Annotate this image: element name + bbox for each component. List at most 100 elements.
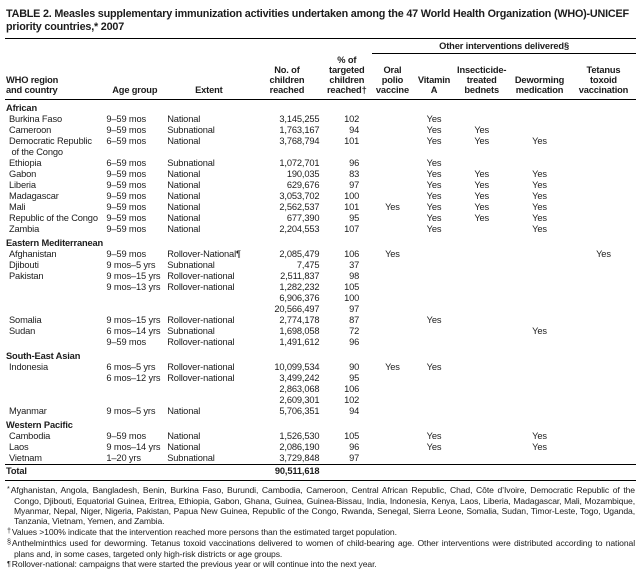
children-reached-cell: 2,863,068 (279, 383, 320, 394)
extent-cell: Rollover-national (167, 372, 235, 383)
table-row: 6,906,376 100 (5, 293, 636, 304)
col-header-vitamin-a: Vitamin A (412, 53, 456, 100)
deworming-cell: Yes (532, 325, 547, 336)
bednets-cell (455, 282, 508, 293)
vitamin-a-cell: Yes (426, 190, 442, 201)
oral-polio-vaccine-cell (372, 169, 413, 180)
deworming-cell (508, 282, 571, 293)
table-row: 2,863,068 106 (5, 384, 636, 395)
children-reached-cell: 1,526,530 (279, 430, 320, 441)
extent-cell: Rollover-national (167, 281, 235, 292)
col-header-oral-polio: Oral polio vaccine (372, 53, 413, 100)
pct-targeted-reached-cell: 94 (349, 405, 360, 416)
age-group-cell: 9 mos–13 yrs (106, 281, 161, 292)
oral-polio-vaccine-cell (372, 326, 413, 337)
bednets-cell (455, 224, 508, 235)
footnote-marker: § (7, 537, 11, 547)
tetanus-toxoid-cell (571, 114, 636, 125)
children-reached-cell: 1,763,167 (279, 124, 320, 135)
extent-cell: Rollover-national (167, 314, 235, 325)
table-row: Cameroon 9–59 mos Subnational 1,763,167 94 Ye… (5, 125, 636, 136)
table-row: Afghanistan 9–59 mos Rollover-National¶ 2,0… (5, 249, 636, 260)
bednets-cell (455, 249, 508, 260)
children-reached-cell: 2,609,301 (279, 394, 320, 405)
interventions-group-row: Other interventions delivered§ (5, 39, 636, 54)
children-reached-cell: 5,706,351 (279, 405, 320, 416)
pct-targeted-reached-cell: 98 (349, 270, 360, 281)
country-cell (5, 373, 104, 384)
vitamin-a-cell (413, 453, 456, 465)
table-row: Zambia 9–59 mos National 2,204,553 107 Yes Yes (5, 224, 636, 235)
vitamin-a-cell: Yes (426, 223, 442, 234)
country-cell: Cameroon (9, 124, 52, 135)
vitamin-a-cell: Yes (426, 113, 442, 124)
tetanus-toxoid-cell (571, 260, 636, 271)
section-row: Eastern Mediterranean (5, 235, 636, 249)
oral-polio-vaccine-cell (372, 337, 413, 348)
extent-cell: National (167, 179, 201, 190)
table-row: 2,609,301 102 (5, 395, 636, 406)
oral-polio-vaccine-cell (372, 271, 413, 282)
table-body: African Burkina Faso 9–59 mos National 3,145… (5, 99, 636, 481)
country-cell (5, 395, 104, 406)
extent-cell: Subnational (167, 157, 215, 168)
tetanus-toxoid-cell (571, 282, 636, 293)
children-reached-cell: 20,566,497 (274, 303, 320, 314)
extent-cell: Subnational (167, 325, 215, 336)
table-row: Democratic Republic of the Congo 6–59 mos… (5, 136, 636, 158)
vitamin-a-cell (413, 293, 456, 304)
pct-targeted-reached-cell: 101 (344, 201, 360, 212)
vitamin-a-cell (413, 304, 456, 315)
age-group-cell (104, 395, 165, 406)
footnote: †Values >100% indicate that the interven… (7, 526, 397, 537)
vitamin-a-cell: Yes (426, 168, 442, 179)
pct-targeted-reached-cell: 97 (349, 452, 360, 463)
age-group-cell (104, 304, 165, 315)
deworming-cell (508, 158, 571, 169)
table-row: Sudan 6 mos–14 yrs Subnational 1,698,058 72 Y… (5, 326, 636, 337)
extent-cell (165, 384, 252, 395)
extent-cell (165, 304, 252, 315)
vitamin-a-cell: Yes (426, 212, 442, 223)
children-reached-cell: 3,768,794 (279, 135, 320, 146)
children-reached-cell: 2,562,537 (279, 201, 320, 212)
vitamin-a-cell (412, 463, 456, 481)
extent-cell (165, 293, 252, 304)
deworming-cell (508, 463, 571, 481)
bednets-cell (455, 304, 508, 315)
oral-polio-vaccine-cell (372, 431, 413, 442)
oral-polio-vaccine-cell (372, 282, 413, 293)
footnote-marker: † (7, 526, 11, 535)
pct-targeted-reached-cell: 100 (344, 190, 360, 201)
vitamin-a-cell: Yes (426, 179, 442, 190)
section-row: Western Pacific (5, 417, 636, 431)
col-header-children-reached: No. of children reached (252, 53, 322, 100)
pct-targeted-reached-cell: 90 (349, 361, 360, 372)
table-row: Gabon 9–59 mos National 190,035 83 Yes Yes Yes (5, 169, 636, 180)
oral-polio-vaccine-cell (372, 384, 413, 395)
pct-targeted-reached-cell: 102 (344, 394, 360, 405)
tetanus-toxoid-cell (571, 453, 636, 465)
age-group-cell: 9–59 mos (106, 201, 147, 212)
vitamin-a-cell: Yes (426, 441, 442, 452)
deworming-cell (508, 453, 571, 465)
extent-cell: National (167, 212, 201, 223)
age-group-cell: 9 mos–15 yrs (106, 270, 161, 281)
country-cell: Zambia (9, 223, 40, 234)
vitamin-a-cell: Yes (426, 157, 442, 168)
country-cell: Indonesia (9, 361, 48, 372)
pct-targeted-reached-cell: 87 (349, 314, 360, 325)
bednets-cell: Yes (474, 212, 490, 223)
vitamin-a-cell (413, 282, 456, 293)
extent-cell: Rollover-national (167, 361, 235, 372)
deworming-cell: Yes (532, 190, 547, 201)
country-cell (5, 304, 104, 315)
tetanus-toxoid-cell (571, 202, 636, 213)
extent-cell: National (167, 135, 201, 146)
deworming-cell: Yes (532, 223, 547, 234)
pct-targeted-reached-cell: 100 (344, 292, 360, 303)
age-group-cell: 9–59 mos (106, 430, 147, 441)
pct-targeted-reached-cell: 105 (344, 430, 360, 441)
children-reached-cell: 629,676 (286, 179, 320, 190)
vitamin-a-cell (413, 249, 456, 260)
